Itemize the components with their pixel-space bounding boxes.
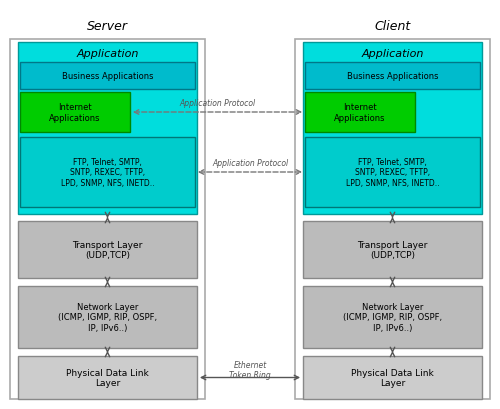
Text: Application Protocol: Application Protocol — [180, 99, 256, 108]
FancyBboxPatch shape — [305, 93, 415, 133]
FancyBboxPatch shape — [305, 63, 480, 90]
Text: Server: Server — [87, 20, 128, 34]
Text: Application: Application — [76, 49, 138, 59]
FancyBboxPatch shape — [10, 40, 205, 399]
Text: Application Protocol: Application Protocol — [212, 159, 288, 168]
Text: Business Applications: Business Applications — [347, 72, 438, 81]
FancyBboxPatch shape — [18, 43, 197, 214]
Text: Network Layer
(ICMP, IGMP, RIP, OSPF,
IP, IPv6..): Network Layer (ICMP, IGMP, RIP, OSPF, IP… — [343, 302, 442, 332]
FancyBboxPatch shape — [18, 286, 197, 348]
Text: Transport Layer
(UDP,TCP): Transport Layer (UDP,TCP) — [72, 240, 142, 260]
FancyBboxPatch shape — [303, 43, 482, 214]
FancyBboxPatch shape — [20, 93, 130, 133]
Text: Application: Application — [362, 49, 424, 59]
FancyBboxPatch shape — [295, 40, 490, 399]
FancyBboxPatch shape — [305, 138, 480, 207]
Text: Internet
Applications: Internet Applications — [334, 103, 386, 122]
FancyBboxPatch shape — [303, 356, 482, 399]
Text: FTP, Telnet, SMTP,
SNTP, REXEC, TFTP,
LPD, SNMP, NFS, INETD..: FTP, Telnet, SMTP, SNTP, REXEC, TFTP, LP… — [61, 158, 154, 187]
Text: Network Layer
(ICMP, IGMP, RIP, OSPF,
IP, IPv6..): Network Layer (ICMP, IGMP, RIP, OSPF, IP… — [58, 302, 157, 332]
Text: Physical Data Link
Layer: Physical Data Link Layer — [351, 368, 434, 387]
Text: Business Applications: Business Applications — [62, 72, 153, 81]
FancyBboxPatch shape — [18, 221, 197, 278]
FancyBboxPatch shape — [303, 286, 482, 348]
Text: Ethernet
Token Ring: Ethernet Token Ring — [229, 360, 271, 379]
Text: Client: Client — [374, 20, 410, 34]
FancyBboxPatch shape — [20, 63, 195, 90]
Text: Internet
Applications: Internet Applications — [49, 103, 101, 122]
Text: FTP, Telnet, SMTP,
SNTP, REXEC, TFTP,
LPD, SNMP, NFS, INETD..: FTP, Telnet, SMTP, SNTP, REXEC, TFTP, LP… — [346, 158, 440, 187]
FancyBboxPatch shape — [303, 221, 482, 278]
FancyBboxPatch shape — [18, 356, 197, 399]
FancyBboxPatch shape — [20, 138, 195, 207]
Text: Physical Data Link
Layer: Physical Data Link Layer — [66, 368, 149, 387]
Text: Transport Layer
(UDP,TCP): Transport Layer (UDP,TCP) — [358, 240, 428, 260]
